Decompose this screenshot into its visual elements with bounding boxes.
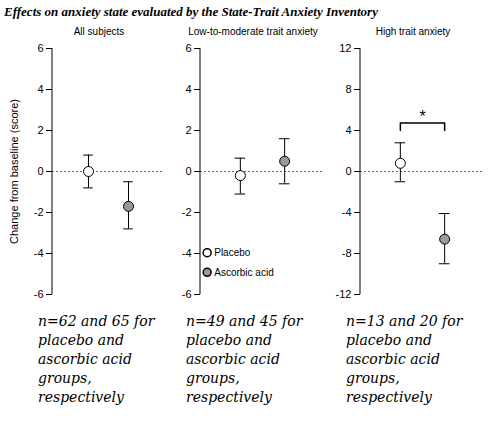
html-text:Effects on anxiety state evalu: Effects on anxiety state evaluated by th… [4,4,378,19]
html-text:n=62 and 65 for: n=62 and 65 for [38,313,155,329]
svg-text:-12: -12 [336,288,352,300]
svg-text:Change from baseline (score): Change from baseline (score) [8,99,20,244]
svg-text:-6: -6 [34,288,44,300]
svg-text:0: 0 [345,165,351,177]
html-text:groups,: groups, [346,370,400,386]
html-text:ascorbic acid: ascorbic acid [346,351,440,367]
svg-text:-4: -4 [182,247,192,259]
svg-text:*: * [419,108,425,125]
svg-text:0: 0 [185,165,191,177]
svg-text:0: 0 [37,165,43,177]
svg-text:4: 4 [345,124,351,136]
svg-text:12: 12 [339,42,351,54]
html-text:groups,: groups, [186,370,240,386]
svg-text:8: 8 [345,83,351,95]
svg-text:-8: -8 [342,247,352,259]
html-text:respectively: respectively [186,389,272,405]
svg-text:-4: -4 [342,206,352,218]
html-text:All subjects: All subjects [73,26,125,37]
svg-text:Ascorbic acid: Ascorbic acid [214,267,273,278]
html-text:High trait anxiety: High trait anxiety [375,26,451,37]
html-text:n=49 and 45 for: n=49 and 45 for [186,313,303,329]
svg-text:-2: -2 [34,206,44,218]
svg-text:6: 6 [37,42,43,54]
html-text:groups,: groups, [38,370,92,386]
html-text:placebo and: placebo and [346,332,433,348]
svg-text:Placebo: Placebo [214,247,251,258]
svg-text:2: 2 [37,124,43,136]
html-text:Low-to-moderate trait anxiety: Low-to-moderate trait anxiety [188,26,318,37]
html-text:placebo and: placebo and [38,332,125,348]
html-text:respectively: respectively [38,389,124,405]
svg-text:-6: -6 [182,288,192,300]
html-text:ascorbic acid: ascorbic acid [38,351,132,367]
html-text:respectively: respectively [346,389,432,405]
svg-text:4: 4 [37,83,43,95]
svg-text:-2: -2 [182,206,192,218]
html-text:placebo and: placebo and [186,332,273,348]
svg-text:4: 4 [185,83,191,95]
html-text:ascorbic acid: ascorbic acid [186,351,280,367]
html-text:n=13 and 20 for: n=13 and 20 for [346,313,463,329]
svg-text:6: 6 [185,42,191,54]
svg-text:-4: -4 [34,247,44,259]
svg-text:2: 2 [185,124,191,136]
